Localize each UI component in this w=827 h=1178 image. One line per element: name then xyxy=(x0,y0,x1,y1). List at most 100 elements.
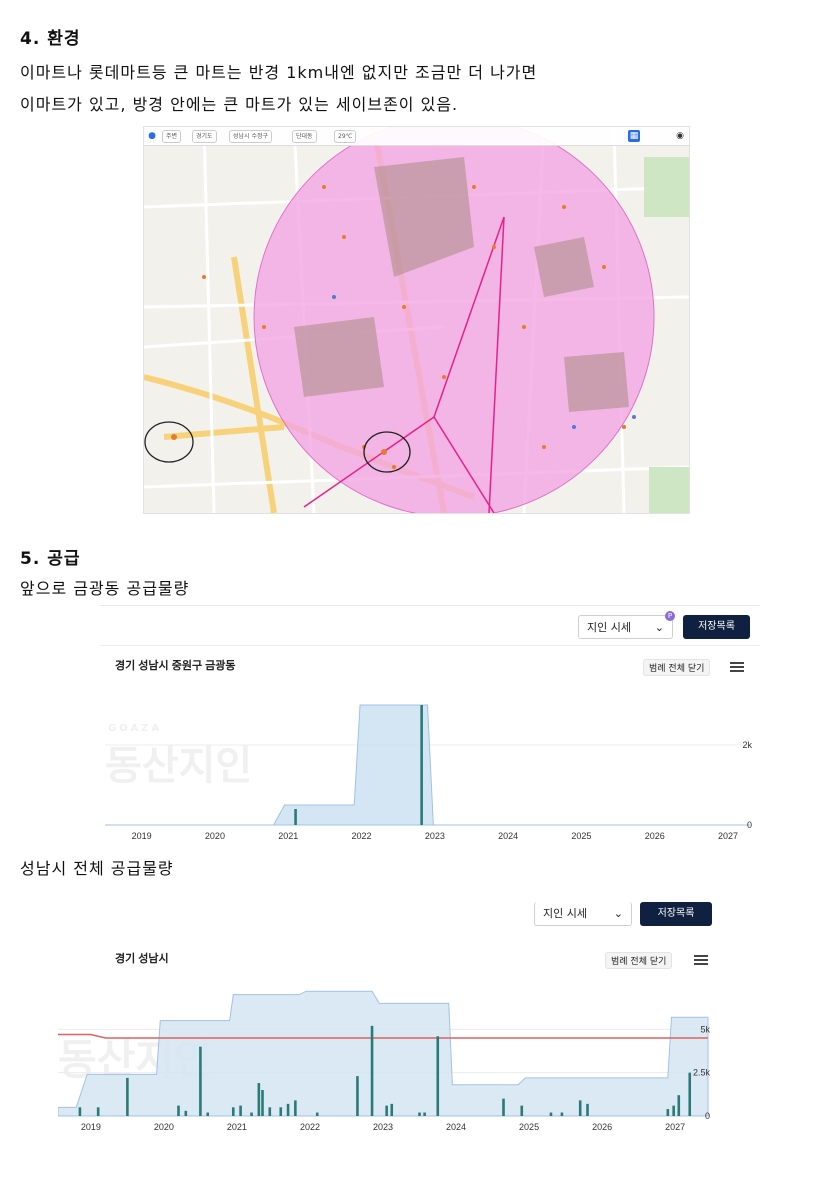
x-tick-label: 2019 xyxy=(132,831,152,841)
bar xyxy=(672,1105,675,1116)
bar xyxy=(370,1025,374,1116)
price-select-2[interactable]: 지인 시세 ⌄ xyxy=(534,902,632,926)
map-top-bar: ● 주변 경기도 성남시 수정구 단대동 29℃ ▦ ◉ xyxy=(144,127,689,146)
section-5-sub-1: 앞으로 금광동 공급물량 xyxy=(20,579,190,598)
x-tick-label: 2025 xyxy=(571,831,591,841)
map-canvas xyxy=(144,127,689,513)
map-poi-dots xyxy=(171,185,626,469)
x-tick-label: 2022 xyxy=(352,831,372,841)
chevron-down-icon-2: ⌄ xyxy=(613,907,623,920)
chart-1-svg: 2019 2020 2021 2022 2023 2024 2025 2026 2027 2k 0 xyxy=(105,704,752,841)
x-tick-label: 2024 xyxy=(498,831,518,841)
bar xyxy=(231,1107,235,1116)
chart-1-panel: 지인 시세 ⌄ P 저장목록 경기 성남시 중원구 금광동 범례 전체 닫기 G… xyxy=(100,605,760,850)
bar xyxy=(268,1107,272,1116)
bar xyxy=(677,1095,681,1116)
map-marker-savezone xyxy=(363,431,411,473)
x-tick-label: 2021 xyxy=(227,1122,247,1132)
section-5-sub-2: 성남시 전체 공급물량 xyxy=(20,859,174,878)
chart-2-panel: 지인 시세 ⌄ 저장목록 경기 성남시 범례 전체 닫기 동산지인 2019 20… xyxy=(58,902,718,1141)
map-poi-blue xyxy=(332,295,636,429)
x-tick-label: 2019 xyxy=(81,1122,101,1132)
x-tick-label: 2024 xyxy=(446,1122,466,1132)
bar xyxy=(578,1100,582,1116)
bar xyxy=(549,1112,553,1116)
bar xyxy=(666,1109,670,1116)
section-4-line-2: 이마트가 있고, 방경 안에는 큰 마트가 있는 세이브존이 있음. xyxy=(20,95,459,114)
x-tick-label: 2025 xyxy=(519,1122,539,1132)
bar xyxy=(257,1083,261,1116)
x-tick-label: 2026 xyxy=(592,1122,612,1132)
map-park-2 xyxy=(649,467,689,513)
bar xyxy=(96,1107,100,1116)
map-marker-emart xyxy=(144,421,194,463)
bar xyxy=(78,1107,82,1116)
bar xyxy=(385,1105,388,1116)
badge-icon: P xyxy=(665,611,675,621)
bar xyxy=(520,1105,524,1116)
bar xyxy=(250,1112,253,1116)
legend-close-button-2[interactable]: 범례 전체 닫기 xyxy=(605,952,673,969)
chart-2-svg: 2019 2020 2021 2022 2023 2024 2025 2026 2027 5k 2.… xyxy=(58,990,711,1132)
section-4-line-1: 이마트나 롯데마트등 큰 마트는 반경 1km내엔 없지만 조금만 더 나가면 xyxy=(20,63,538,82)
price-select-1[interactable]: 지인 시세 ⌄ xyxy=(578,615,673,639)
section-5-heading: 5. 공급 xyxy=(20,549,81,569)
bar xyxy=(586,1103,589,1116)
watermark-big: 동산지인 xyxy=(105,743,253,789)
chart-1-title: 경기 성남시 중원구 금광동 xyxy=(115,660,236,672)
save-list-button-1[interactable]: 저장목록 xyxy=(683,615,750,639)
menu-icon[interactable] xyxy=(730,660,744,674)
x-tick-label: 2021 xyxy=(278,831,298,841)
legend-close-button-1[interactable]: 범례 전체 닫기 xyxy=(643,659,711,676)
bar xyxy=(294,809,297,825)
y-tick-label: 2k xyxy=(742,740,752,750)
y-tick-label: 0 xyxy=(705,1111,710,1121)
bar xyxy=(261,1090,264,1116)
watermark-small: GOAZA xyxy=(108,723,163,734)
menu-icon-2[interactable] xyxy=(694,953,708,967)
bar xyxy=(436,1036,440,1116)
bar xyxy=(420,705,423,825)
map-crumb-1[interactable]: 주변 xyxy=(162,130,182,143)
x-tick-label: 2020 xyxy=(205,831,225,841)
bar xyxy=(294,1100,297,1116)
section-4-heading: 4. 환경 xyxy=(20,29,81,49)
x-tick-label: 2026 xyxy=(645,831,665,841)
price-select-label: 지인 시세 xyxy=(587,621,631,634)
map-crumb-5: 29℃ xyxy=(334,130,357,143)
bar xyxy=(560,1112,564,1116)
bar xyxy=(502,1098,505,1116)
x-tick-label: 2020 xyxy=(154,1122,174,1132)
bar xyxy=(239,1105,242,1116)
x-tick-label: 2027 xyxy=(665,1122,685,1132)
map-routes xyxy=(303,216,505,513)
x-tick-label: 2023 xyxy=(373,1122,393,1132)
bar xyxy=(126,1077,129,1116)
bar xyxy=(177,1105,180,1116)
bar xyxy=(356,1076,359,1116)
map-crumb-4[interactable]: 단대동 xyxy=(292,130,317,143)
x-tick-label: 2023 xyxy=(425,831,445,841)
bar xyxy=(418,1112,421,1116)
price-select-label-2: 지인 시세 xyxy=(543,907,587,920)
y-tick-label: 2.5k xyxy=(693,1068,711,1078)
bar xyxy=(423,1112,426,1116)
y-tick-label: 0 xyxy=(747,820,752,830)
bar xyxy=(279,1107,283,1116)
map-location-icon[interactable]: ◉ xyxy=(676,131,684,141)
map-buildings xyxy=(294,157,629,412)
bar xyxy=(390,1103,394,1116)
bar xyxy=(184,1110,188,1116)
map-layer-icon[interactable]: ▦ xyxy=(628,130,640,142)
save-list-button-2[interactable]: 저장목록 xyxy=(640,902,712,926)
map-pin-icon[interactable]: ● xyxy=(148,131,156,141)
bar xyxy=(315,1112,319,1116)
area-series xyxy=(58,990,709,1117)
x-tick-label: 2022 xyxy=(300,1122,320,1132)
bar xyxy=(688,1072,692,1116)
map-crumb-2[interactable]: 경기도 xyxy=(192,130,217,143)
bar xyxy=(286,1103,290,1116)
chevron-down-icon: ⌄ xyxy=(654,621,664,634)
map-image: ● 주변 경기도 성남시 수정구 단대동 29℃ ▦ ◉ xyxy=(143,126,690,514)
map-crumb-3[interactable]: 성남시 수정구 xyxy=(229,130,273,143)
